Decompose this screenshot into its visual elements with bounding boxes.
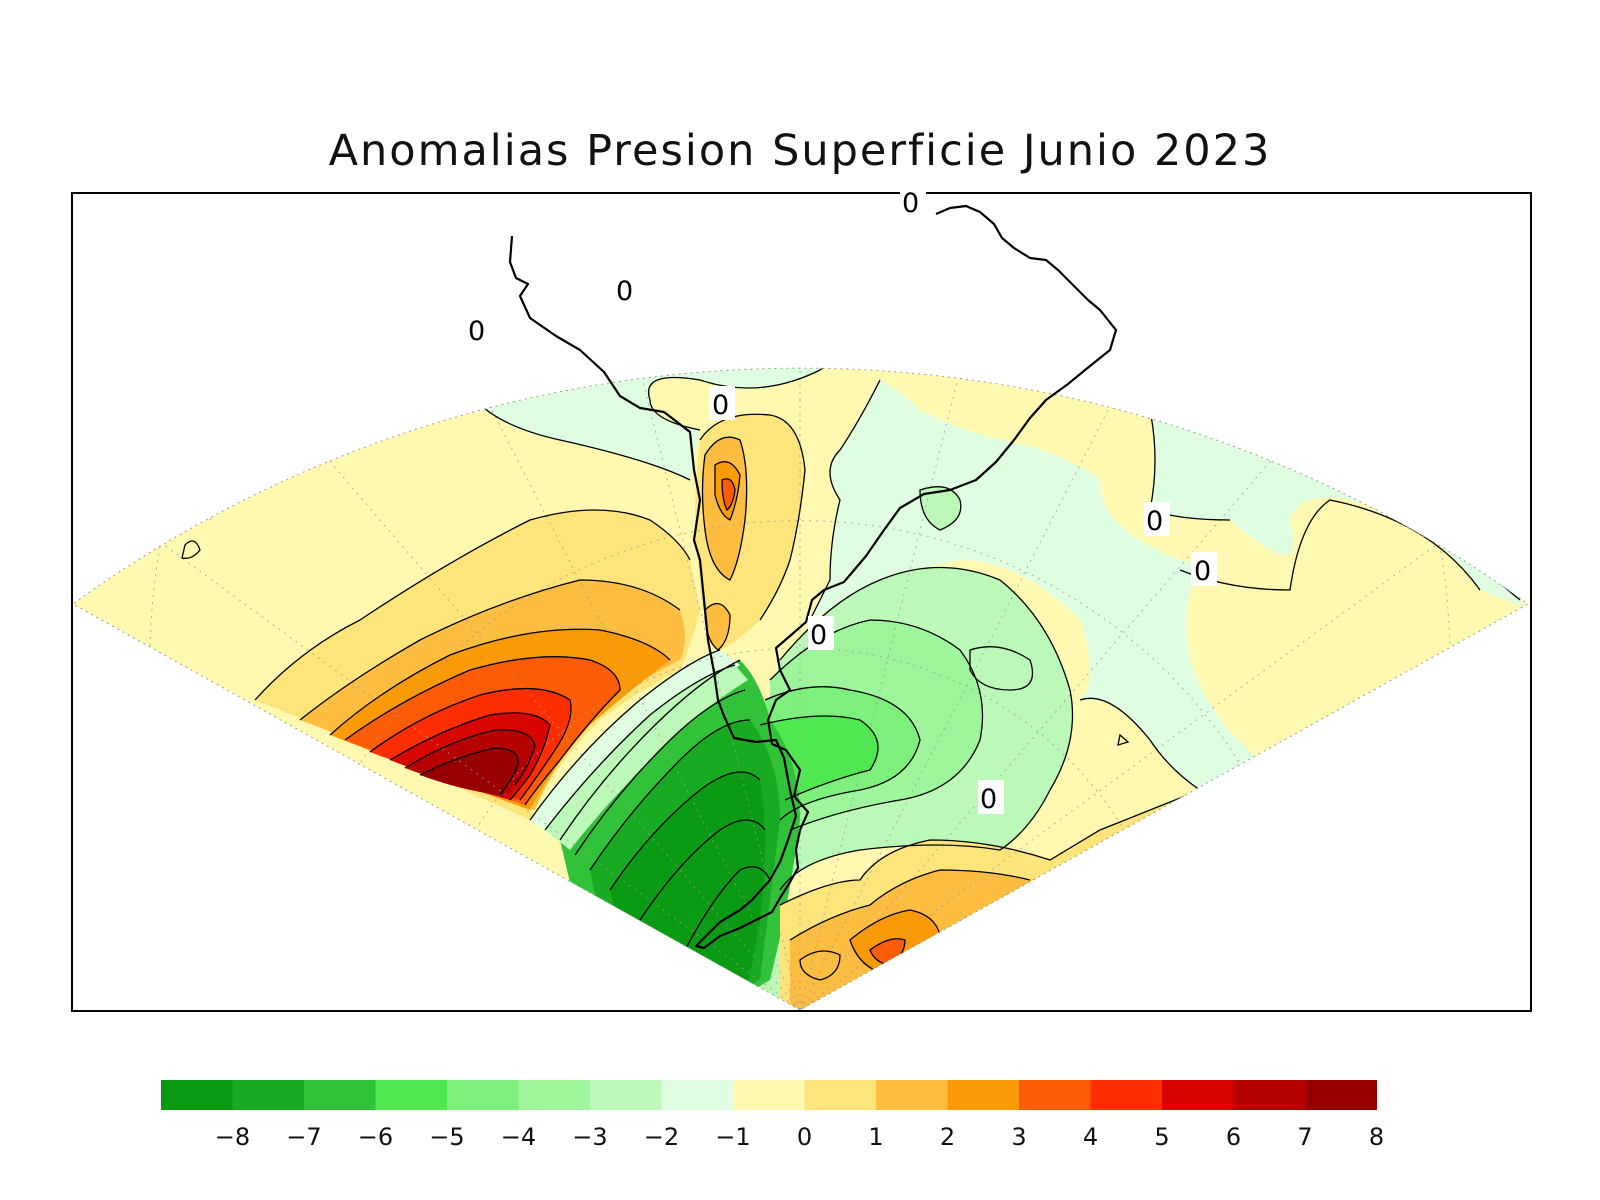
contour-lines [181,368,1521,981]
colorbar-swatch [375,1080,448,1110]
negative-region-central [810,380,1260,790]
colorbar-swatch [804,1080,877,1110]
zero-label: 0 [468,316,485,347]
colorbar-swatch [947,1080,1020,1110]
zero-contour-labels: 0 0 0 0 0 0 0 0 [465,188,1217,815]
colorbar-tick-label: −4 [501,1123,536,1151]
contour-band-plus2-andes-s [705,603,730,650]
contour-band-plus2-se-west [800,951,840,980]
colorbar-swatch [1019,1080,1091,1110]
map-title: Anomalias Presion Superficie Junio 2023 [328,126,1272,176]
south-america-coastline [508,204,1118,950]
colorbar-tick-label: 0 [797,1123,812,1151]
colorbar-tick-label: 1 [868,1123,883,1151]
colorbar-swatches [161,1080,1377,1110]
zero-label: 0 [810,620,827,651]
colorbar-tick-label: −6 [358,1123,393,1151]
colorbar-swatch [447,1080,519,1110]
zero-label: 0 [902,188,919,219]
contour-band-minus2-sw [545,665,748,850]
colorbar-tick-label: −5 [429,1123,464,1151]
contour-band-plus8 [420,748,519,795]
zero-label: 0 [616,276,633,307]
zero-label: 0 [1146,506,1163,537]
colorbar-tick-label: 7 [1297,1123,1312,1151]
colorbar-tick-label: −3 [572,1123,607,1151]
colorbar-swatch [1090,1080,1163,1110]
colorbar-tick-label: −1 [715,1123,750,1151]
negative-region-north [460,368,930,480]
zero-label: 0 [1194,556,1211,587]
colorbar-ticks: −8 −7 −6 −5 −4 −3 −2 −1 0 1 2 3 4 5 6 7 8 [215,1123,1384,1151]
colorbar-swatch [518,1080,591,1110]
colorbar-swatch [1162,1080,1234,1110]
colorbar-tick-label: 5 [1154,1123,1169,1151]
fan-outline [72,367,1529,1011]
contour-band-minus2-isle [920,486,961,530]
colorbar-swatch [232,1080,305,1110]
colorbar-swatch [876,1080,948,1110]
colorbar-tick-label: 2 [940,1123,955,1151]
colorbar-swatch [661,1080,734,1110]
colorbar-tick-label: 3 [1011,1123,1026,1151]
colorbar-swatch [304,1080,376,1110]
map-frame [71,192,1532,1012]
colorbar-tick-label: 8 [1369,1123,1384,1151]
colorbar-swatch [733,1080,805,1110]
colorbar-swatch [1233,1080,1306,1110]
colorbar-tick-label: −2 [644,1123,679,1151]
colorbar-tick-label: 4 [1083,1123,1098,1151]
colorbar-swatch [1305,1080,1377,1110]
colorbar-swatch [161,1080,233,1110]
colorbar-swatch [590,1080,662,1110]
colorbar-tick-label: 6 [1226,1123,1241,1151]
zero-label: 0 [980,784,997,815]
colorbar-tick-label: −8 [215,1123,250,1151]
zero-label: 0 [712,390,729,421]
colorbar-tick-label: −7 [286,1123,321,1151]
